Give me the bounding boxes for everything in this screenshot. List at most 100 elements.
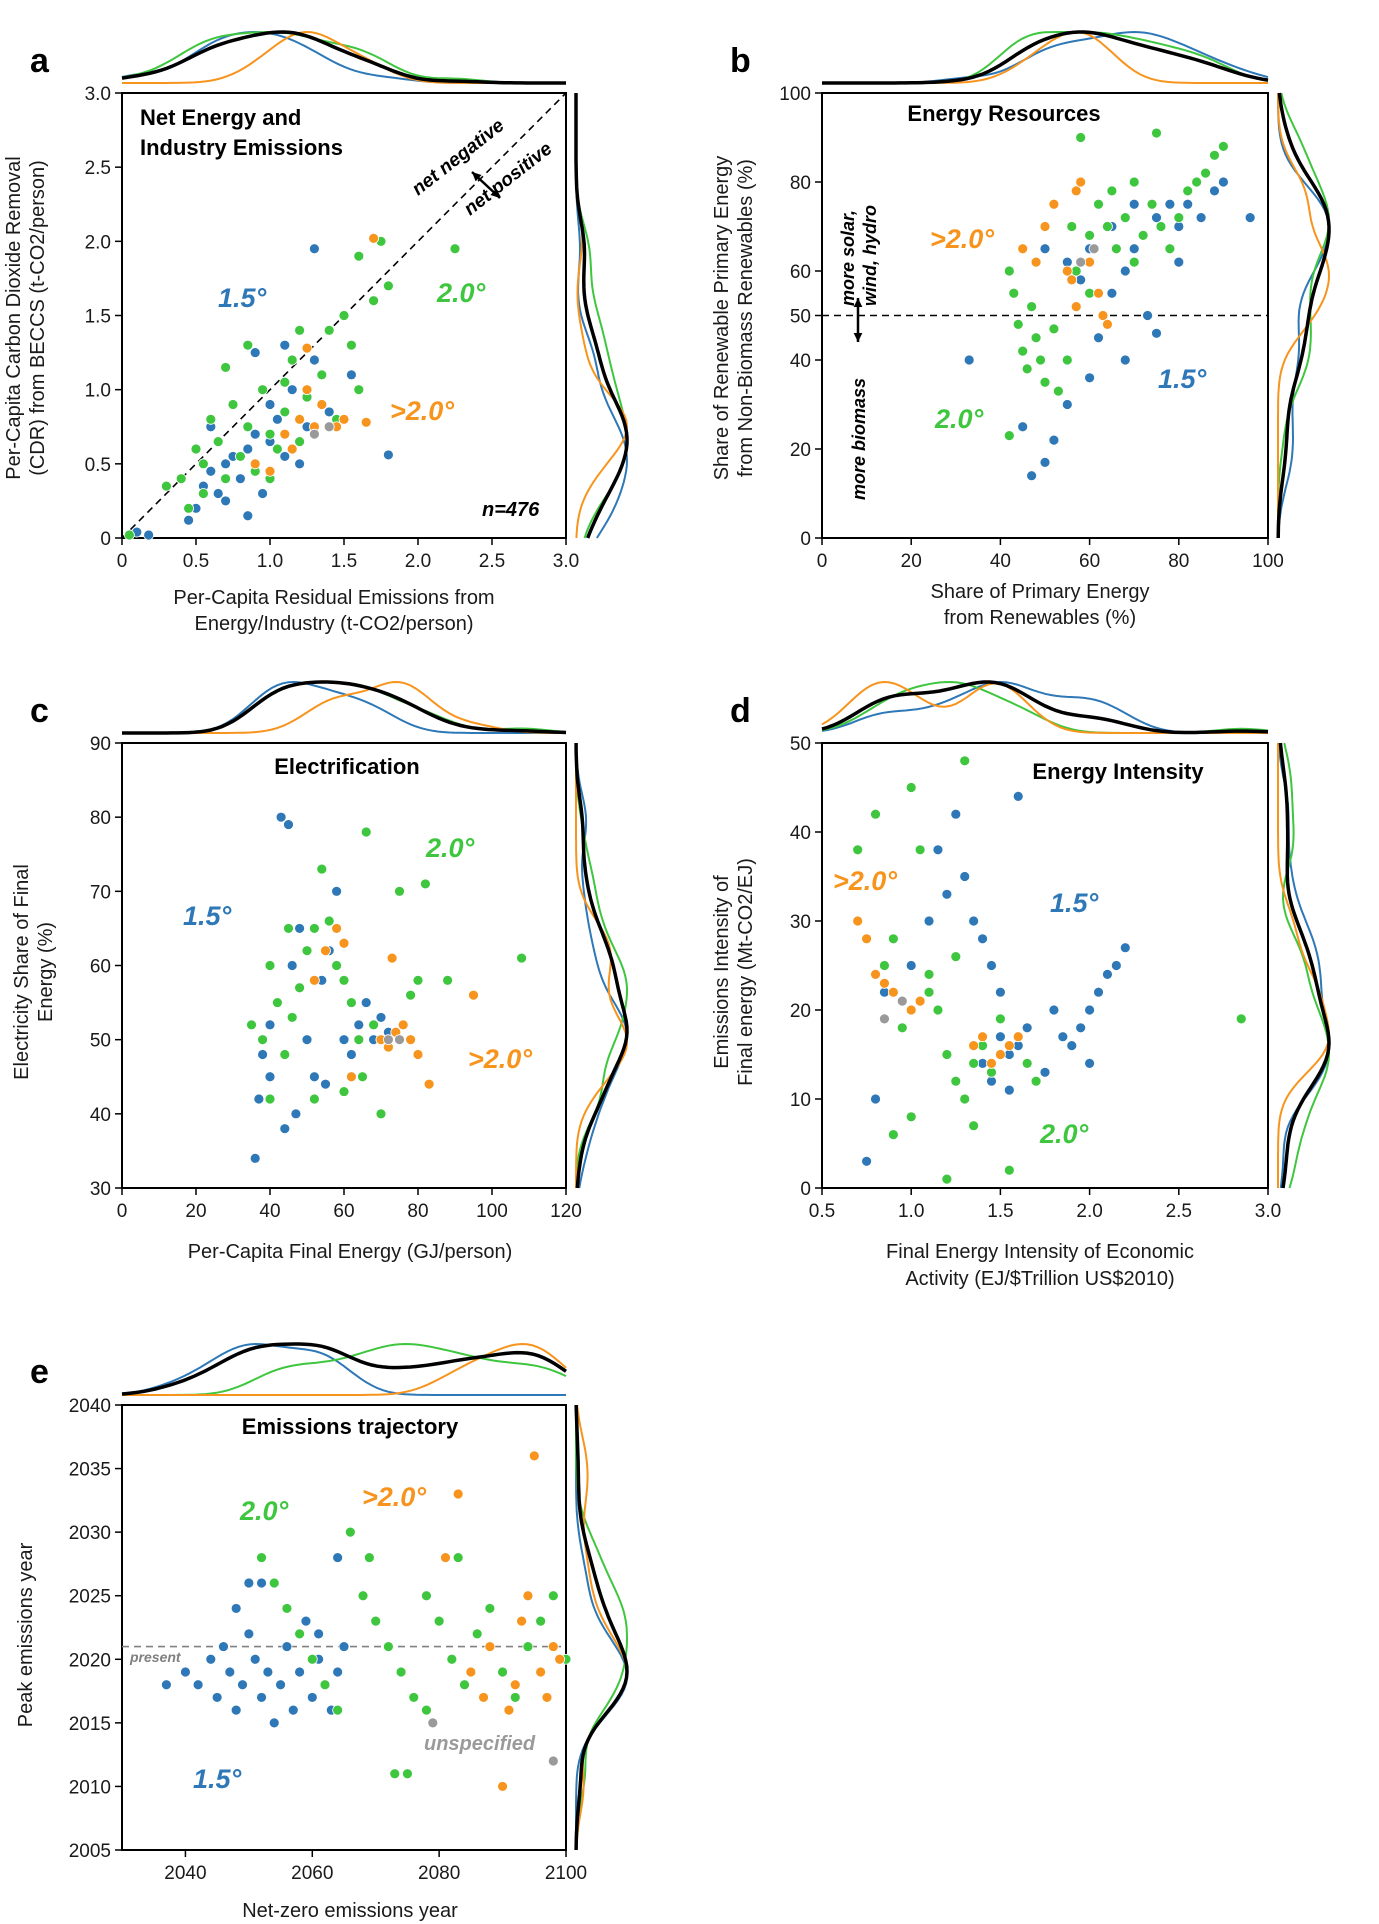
panel-c-ytick-label: 70 [90, 882, 111, 903]
panel-d-xtick-label: 2.5 [1166, 1201, 1192, 1222]
panel-b-point [1093, 287, 1104, 299]
panel-e-point [459, 1679, 470, 1691]
panel-a-xtick-label: 3.0 [553, 551, 579, 572]
panel-c-point [338, 1086, 350, 1097]
panel-label-a: a [30, 42, 50, 80]
panel-e-top-density [122, 1342, 567, 1396]
panel-c-point [316, 863, 328, 875]
panel-b-ylabel-line2: from Non-Biomass Renewables (%) [735, 159, 757, 477]
panel-d-point [977, 1040, 988, 1051]
panel-c-point [412, 1049, 424, 1060]
panel-e-xtick-label: 2100 [545, 1863, 587, 1884]
panel-c-title: Electrification [274, 754, 419, 779]
panel-a-point [382, 280, 394, 292]
panel-c-point [442, 974, 454, 986]
panel-d-point [959, 755, 971, 767]
panel-a-point [175, 473, 187, 485]
panel-d-label-gt20: >2.0° [833, 866, 897, 896]
panel-b-title: Energy Resources [907, 101, 1100, 126]
panel-d-point [905, 1004, 917, 1016]
panel-c-point [275, 811, 287, 823]
panel-a-point [308, 428, 320, 440]
panel-b-point [1164, 243, 1176, 255]
panel-c-point [246, 1019, 257, 1031]
panel-e-label-gt20: >2.0° [362, 1482, 426, 1512]
panel-a-point [286, 384, 298, 396]
panel-e-point [440, 1552, 451, 1563]
panel-b-point [1061, 265, 1073, 277]
panel-label-d: d [730, 692, 751, 730]
panel-b-point [1030, 332, 1042, 344]
panel-e-point [332, 1704, 344, 1716]
panel-e-point [471, 1628, 483, 1640]
panel-d-label-15: 1.5° [1050, 888, 1099, 918]
panel-b-ytick-label: 40 [790, 351, 811, 372]
panel-a-point [294, 436, 306, 447]
panel-d-label-20: 2.0° [1039, 1119, 1089, 1149]
panel-e-point [389, 1768, 401, 1780]
panel-d-point [1003, 1049, 1015, 1060]
panel-c-point [468, 989, 479, 1001]
panel-e-point [382, 1641, 394, 1652]
panel-c-point [338, 937, 350, 949]
panel-b-point [1066, 274, 1078, 286]
panel-b-point [1106, 287, 1118, 299]
panel-a-point [279, 451, 291, 462]
panel-b-point [1012, 318, 1024, 330]
panel-a-xtick-label: 1.0 [257, 551, 283, 572]
panel-b-upper-line1: more solar, [838, 210, 858, 306]
panel-e-point [344, 1526, 356, 1538]
panel-c-xtick-label: 80 [407, 1201, 428, 1222]
panel-a-point [143, 529, 155, 541]
panel-a-ylabel-line2: (CDR) from BECCS (t-CO2/person) [27, 160, 49, 476]
panel-c-top-density [122, 680, 566, 734]
panel-c-point [308, 974, 320, 986]
panel-e-point [192, 1679, 204, 1691]
panel-d-point [923, 915, 935, 927]
panel-b-ytick-label: 100 [779, 84, 811, 105]
panel-b-right-density [1277, 93, 1331, 539]
panel-b-point [1003, 265, 1015, 277]
panel-b-point [1088, 243, 1100, 255]
panel-e-point [256, 1552, 267, 1563]
panel-b-point [1097, 310, 1109, 321]
panel-d-ytick-label: 0 [800, 1179, 811, 1200]
panel-a-point [345, 369, 357, 381]
panel-d-frame [821, 742, 1269, 1189]
panel-e-point [370, 1615, 382, 1627]
panel-b-ytick-label: 50 [790, 307, 811, 328]
panel-c-ytick-label: 80 [90, 808, 111, 829]
panel-e-xlabel: Net-zero emissions year [242, 1900, 458, 1922]
panel-e-point [497, 1781, 508, 1792]
panel-a-point [353, 384, 365, 396]
panel-b-point [1218, 176, 1229, 188]
panel-c-point [283, 819, 294, 830]
panel-a-point [227, 399, 239, 410]
panel-b-point [1128, 176, 1140, 188]
panel-e-point [522, 1641, 534, 1652]
panel-d-point [870, 969, 881, 980]
panel-d-point [914, 995, 926, 1007]
panel-e-point [338, 1641, 350, 1652]
panel-e-point [281, 1603, 293, 1614]
panel-a-point [301, 342, 313, 354]
panel-d-point [941, 1049, 953, 1060]
panel-a-point [316, 399, 328, 410]
panel-d-point [887, 986, 899, 998]
panel-b-point [1048, 323, 1060, 335]
panel-b-point [1200, 167, 1211, 179]
panel-d-ytick-label: 20 [790, 1001, 811, 1022]
panel-d-point [896, 1022, 908, 1034]
panel-e-point [306, 1653, 318, 1665]
panel-b-ytick-label: 60 [790, 262, 811, 283]
panel-b-point [1151, 327, 1162, 339]
panel-e-point [541, 1692, 553, 1703]
panel-c-point [331, 885, 343, 897]
panel-e-point [306, 1692, 318, 1703]
panel-d-point [1012, 1040, 1024, 1051]
panel-a-label-15: 1.5° [218, 283, 267, 313]
panel-b-point [1070, 265, 1082, 277]
panel-b-xtick-label: 40 [990, 551, 1011, 572]
panel-b-point [1119, 212, 1131, 224]
panel-d-point [1003, 1164, 1015, 1176]
